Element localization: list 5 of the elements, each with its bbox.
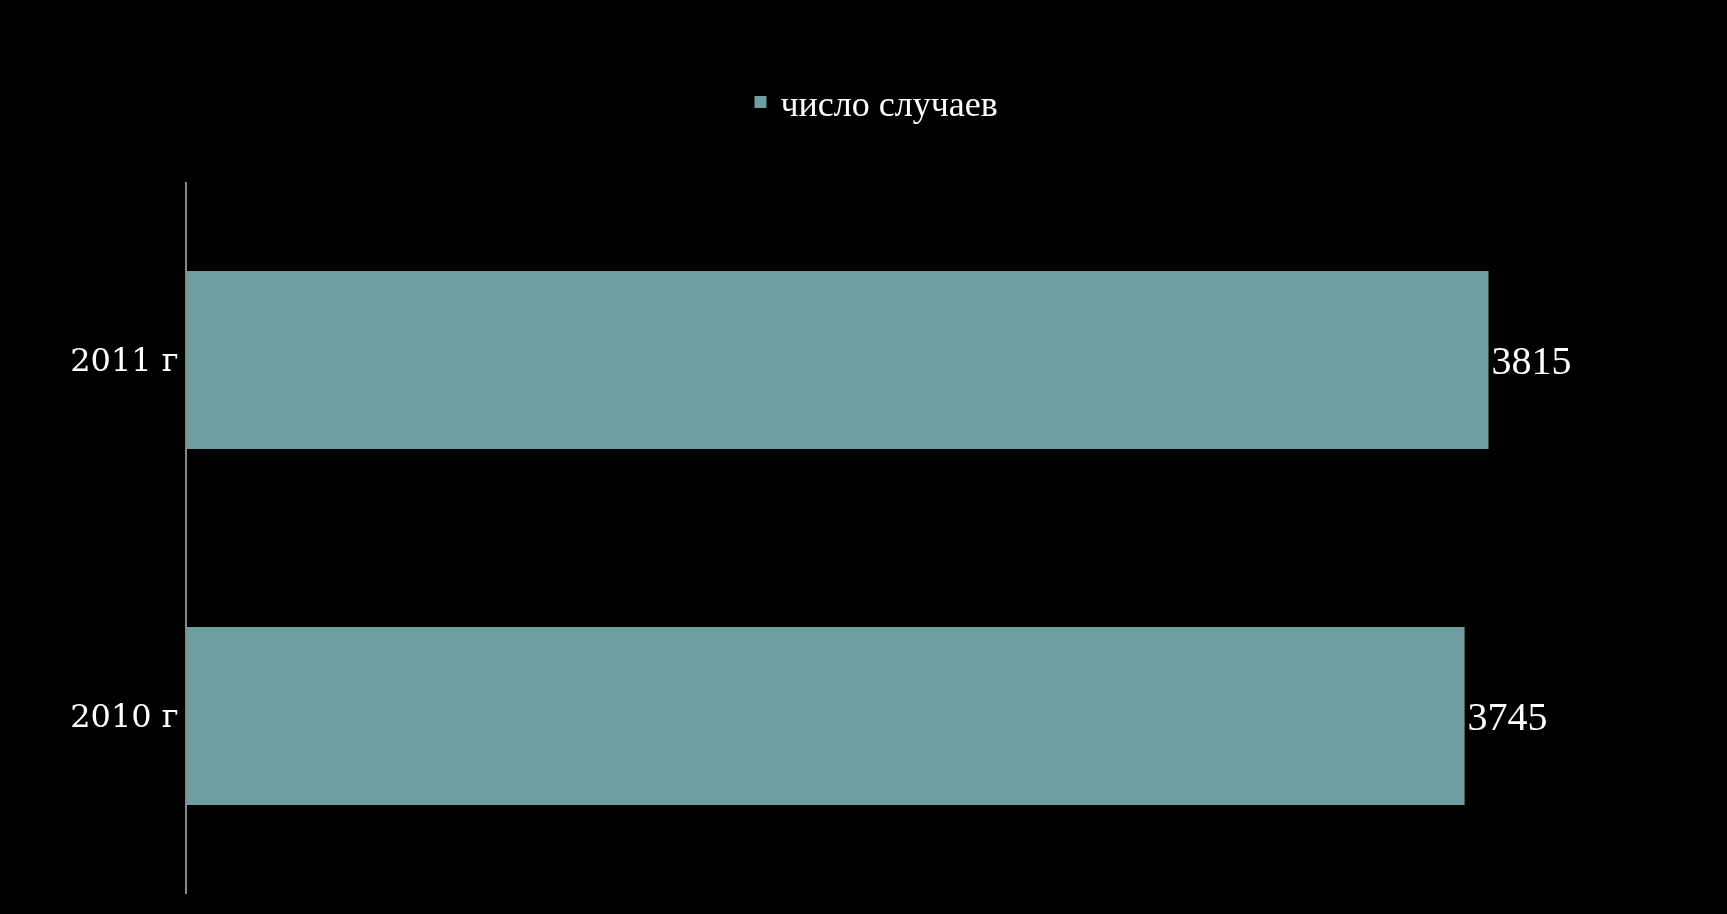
data-label: 3745 (1467, 693, 1548, 739)
y-tick-label: 2010 г (70, 697, 179, 736)
y-tick-label: 2011 г (70, 341, 179, 380)
legend-label: число случаев (780, 84, 998, 125)
data-label: 3815 (1491, 337, 1572, 383)
